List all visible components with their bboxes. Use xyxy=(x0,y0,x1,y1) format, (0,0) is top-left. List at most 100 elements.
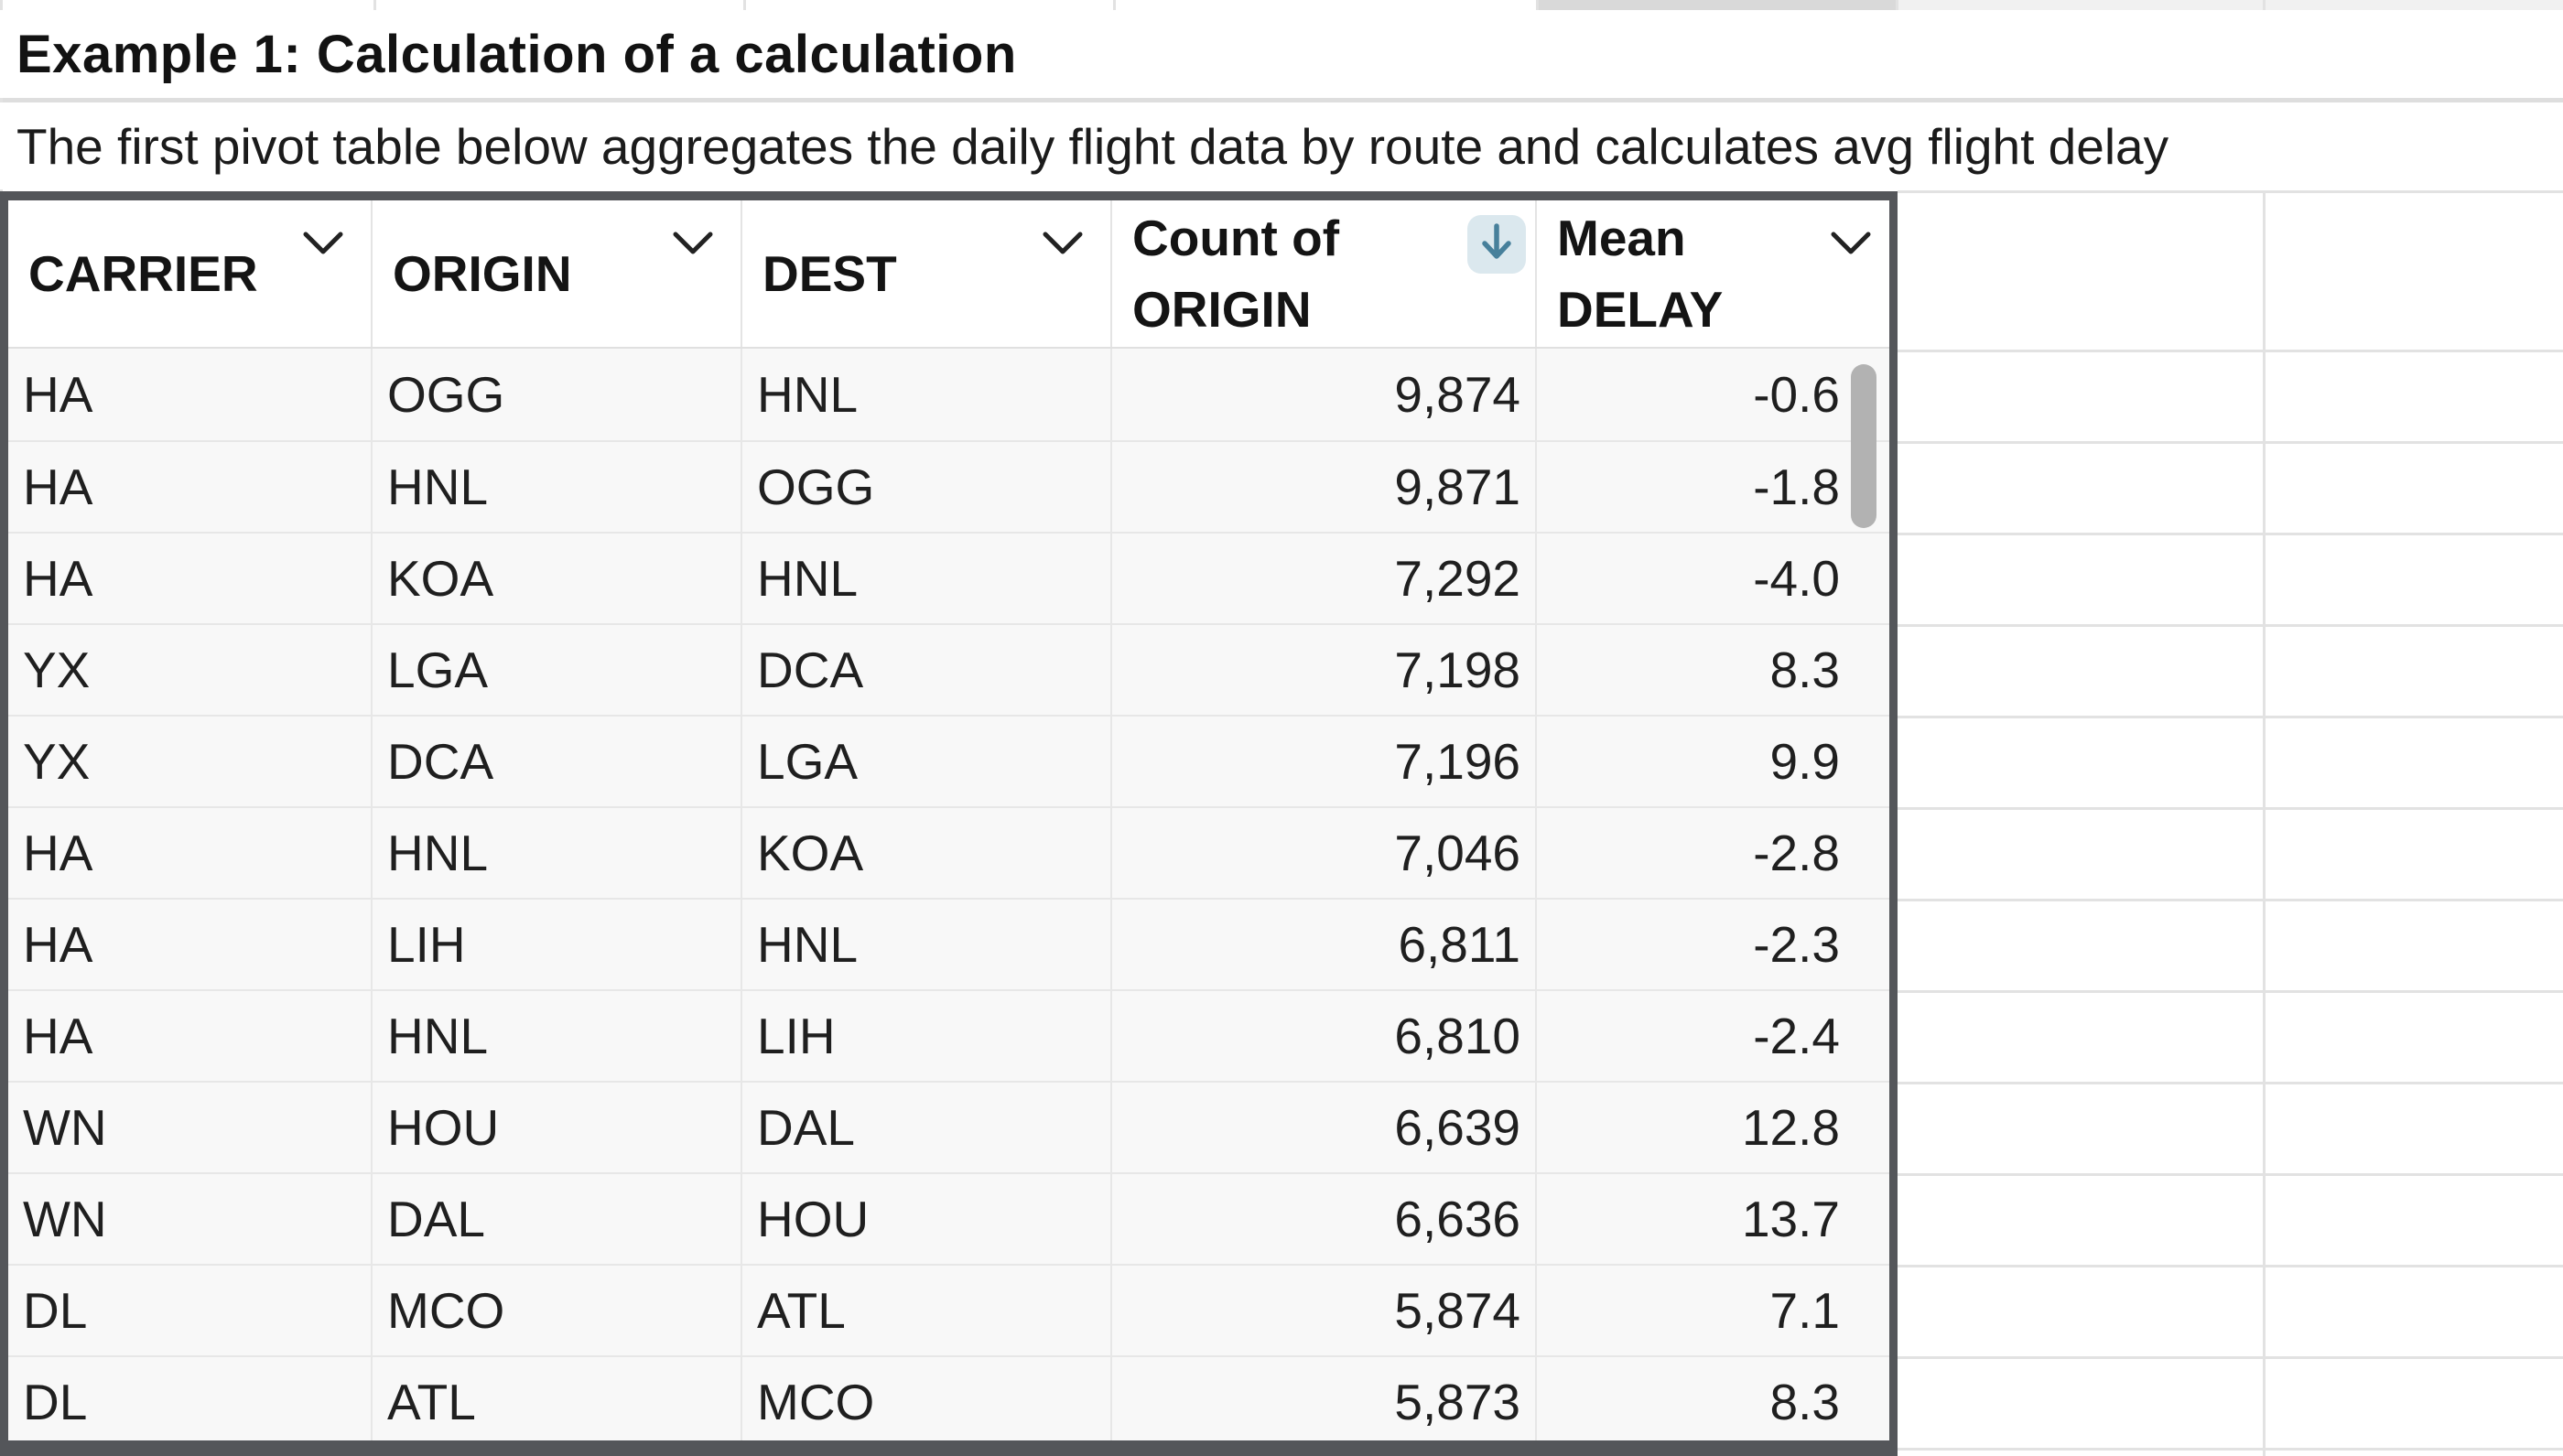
cell-dest[interactable]: LGA xyxy=(742,717,1112,806)
cell-mean-delay[interactable]: -4.0 xyxy=(1537,534,1889,623)
cell-count-of-origin[interactable]: 6,811 xyxy=(1112,900,1537,989)
cell-count-of-origin[interactable]: 5,873 xyxy=(1112,1357,1537,1440)
column-header-mean-delay[interactable]: Mean DELAY xyxy=(1537,200,1889,347)
gridline xyxy=(1898,990,2563,993)
cell-count-of-origin[interactable]: 9,874 xyxy=(1112,349,1537,440)
cell-carrier[interactable]: YX xyxy=(8,717,373,806)
table-row: YX DCA LGA 7,196 9.9 xyxy=(8,715,1889,806)
cell-origin[interactable]: HOU xyxy=(373,1083,742,1172)
column-header-dest[interactable]: DEST xyxy=(742,200,1112,347)
cell-dest[interactable]: KOA xyxy=(742,808,1112,898)
cell-mean-delay[interactable]: 12.8 xyxy=(1537,1083,1889,1172)
cell-dest[interactable]: ATL xyxy=(742,1266,1112,1355)
table-row: DL ATL MCO 5,873 8.3 xyxy=(8,1355,1889,1440)
cell-dest[interactable]: OGG xyxy=(742,442,1112,532)
gridline xyxy=(1898,1356,2563,1359)
gridline xyxy=(1898,899,2563,901)
gridline xyxy=(0,98,2563,102)
cell-mean-delay[interactable]: 8.3 xyxy=(1537,625,1889,715)
cell-origin[interactable]: LGA xyxy=(373,625,742,715)
cell-carrier[interactable]: HA xyxy=(8,442,373,532)
table-row: HA HNL LIH 6,810 -2.4 xyxy=(8,989,1889,1081)
cell-dest[interactable]: MCO xyxy=(742,1357,1112,1440)
cell-count-of-origin[interactable]: 7,198 xyxy=(1112,625,1537,715)
cell-origin[interactable]: HNL xyxy=(373,991,742,1081)
cell-origin[interactable]: OGG xyxy=(373,349,742,440)
table-row: WN HOU DAL 6,639 12.8 xyxy=(8,1081,1889,1172)
cell-carrier[interactable]: HA xyxy=(8,991,373,1081)
cell-origin[interactable]: LIH xyxy=(373,900,742,989)
sort-descending-button[interactable] xyxy=(1467,215,1526,274)
gridline xyxy=(1898,624,2563,627)
cell-carrier[interactable]: HA xyxy=(8,900,373,989)
table-row: HA KOA HNL 7,292 -4.0 xyxy=(8,532,1889,623)
cell-carrier[interactable]: WN xyxy=(8,1174,373,1264)
cell-carrier[interactable]: DL xyxy=(8,1357,373,1440)
cell-mean-delay[interactable]: 7.1 xyxy=(1537,1266,1889,1355)
cell-mean-delay[interactable]: 9.9 xyxy=(1537,717,1889,806)
partial-cell-highlighted[interactable] xyxy=(1536,0,1898,10)
gridline xyxy=(1898,807,2563,810)
cell-origin[interactable]: DAL xyxy=(373,1174,742,1264)
table-row: WN DAL HOU 6,636 13.7 xyxy=(8,1172,1889,1264)
cell-count-of-origin[interactable]: 9,871 xyxy=(1112,442,1537,532)
gridline xyxy=(373,0,376,10)
cell-dest[interactable]: DAL xyxy=(742,1083,1112,1172)
cell-mean-delay[interactable]: 8.3 xyxy=(1537,1357,1889,1440)
cell-mean-delay[interactable]: -0.6 xyxy=(1537,349,1889,440)
cell-carrier[interactable]: HA xyxy=(8,808,373,898)
gridline xyxy=(1898,1082,2563,1084)
cell-mean-delay[interactable]: -2.4 xyxy=(1537,991,1889,1081)
chevron-down-icon[interactable] xyxy=(1829,230,1873,257)
title-cell[interactable]: Example 1: Calculation of a calculation xyxy=(0,10,2563,98)
cell-dest[interactable]: HNL xyxy=(742,900,1112,989)
cell-origin[interactable]: HNL xyxy=(373,442,742,532)
table-row: DL MCO ATL 5,874 7.1 xyxy=(8,1264,1889,1355)
column-header-origin[interactable]: ORIGIN xyxy=(373,200,742,347)
cell-origin[interactable]: MCO xyxy=(373,1266,742,1355)
cell-origin[interactable]: DCA xyxy=(373,717,742,806)
cell-dest[interactable]: HNL xyxy=(742,534,1112,623)
cell-mean-delay[interactable]: -1.8 xyxy=(1537,442,1889,532)
cell-count-of-origin[interactable]: 6,639 xyxy=(1112,1083,1537,1172)
cell-count-of-origin[interactable]: 5,874 xyxy=(1112,1266,1537,1355)
cell-origin[interactable]: ATL xyxy=(373,1357,742,1440)
cell-origin[interactable]: KOA xyxy=(373,534,742,623)
gridline xyxy=(743,0,746,10)
cell-count-of-origin[interactable]: 6,636 xyxy=(1112,1174,1537,1264)
cell-carrier[interactable]: YX xyxy=(8,625,373,715)
chevron-down-icon[interactable] xyxy=(671,230,715,257)
cell-carrier[interactable]: HA xyxy=(8,534,373,623)
column-header-carrier[interactable]: CARRIER xyxy=(8,200,373,347)
cell-carrier[interactable]: HA xyxy=(8,349,373,440)
column-header-label: DEST xyxy=(762,245,897,302)
column-header-count-of-origin[interactable]: Count of ORIGIN xyxy=(1112,200,1537,347)
cell-count-of-origin[interactable]: 6,810 xyxy=(1112,991,1537,1081)
gridline xyxy=(1898,350,2563,352)
cell-carrier[interactable]: DL xyxy=(8,1266,373,1355)
cell-mean-delay[interactable]: -2.8 xyxy=(1537,808,1889,898)
cell-dest[interactable]: HNL xyxy=(742,349,1112,440)
cell-mean-delay[interactable]: -2.3 xyxy=(1537,900,1889,989)
partial-cell-shaded[interactable] xyxy=(1898,0,2563,10)
cell-origin[interactable]: HNL xyxy=(373,808,742,898)
cell-count-of-origin[interactable]: 7,196 xyxy=(1112,717,1537,806)
table-row: HA HNL KOA 7,046 -2.8 xyxy=(8,806,1889,898)
description-text: The first pivot table below aggregates t… xyxy=(16,117,2169,175)
vertical-scrollbar-thumb[interactable] xyxy=(1851,364,1876,528)
chevron-down-icon[interactable] xyxy=(301,230,345,257)
cell-dest[interactable]: LIH xyxy=(742,991,1112,1081)
cell-count-of-origin[interactable]: 7,292 xyxy=(1112,534,1537,623)
table-row: HA OGG HNL 9,874 -0.6 xyxy=(8,349,1889,440)
cell-count-of-origin[interactable]: 7,046 xyxy=(1112,808,1537,898)
cell-dest[interactable]: DCA xyxy=(742,625,1112,715)
description-cell[interactable]: The first pivot table below aggregates t… xyxy=(0,102,2563,189)
cell-mean-delay[interactable]: 13.7 xyxy=(1537,1174,1889,1264)
cell-dest[interactable]: HOU xyxy=(742,1174,1112,1264)
cell-carrier[interactable]: WN xyxy=(8,1083,373,1172)
column-header-label: ORIGIN xyxy=(393,245,572,302)
table-row: HA LIH HNL 6,811 -2.3 xyxy=(8,898,1889,989)
arrow-down-icon xyxy=(1478,221,1515,268)
chevron-down-icon[interactable] xyxy=(1041,230,1085,257)
